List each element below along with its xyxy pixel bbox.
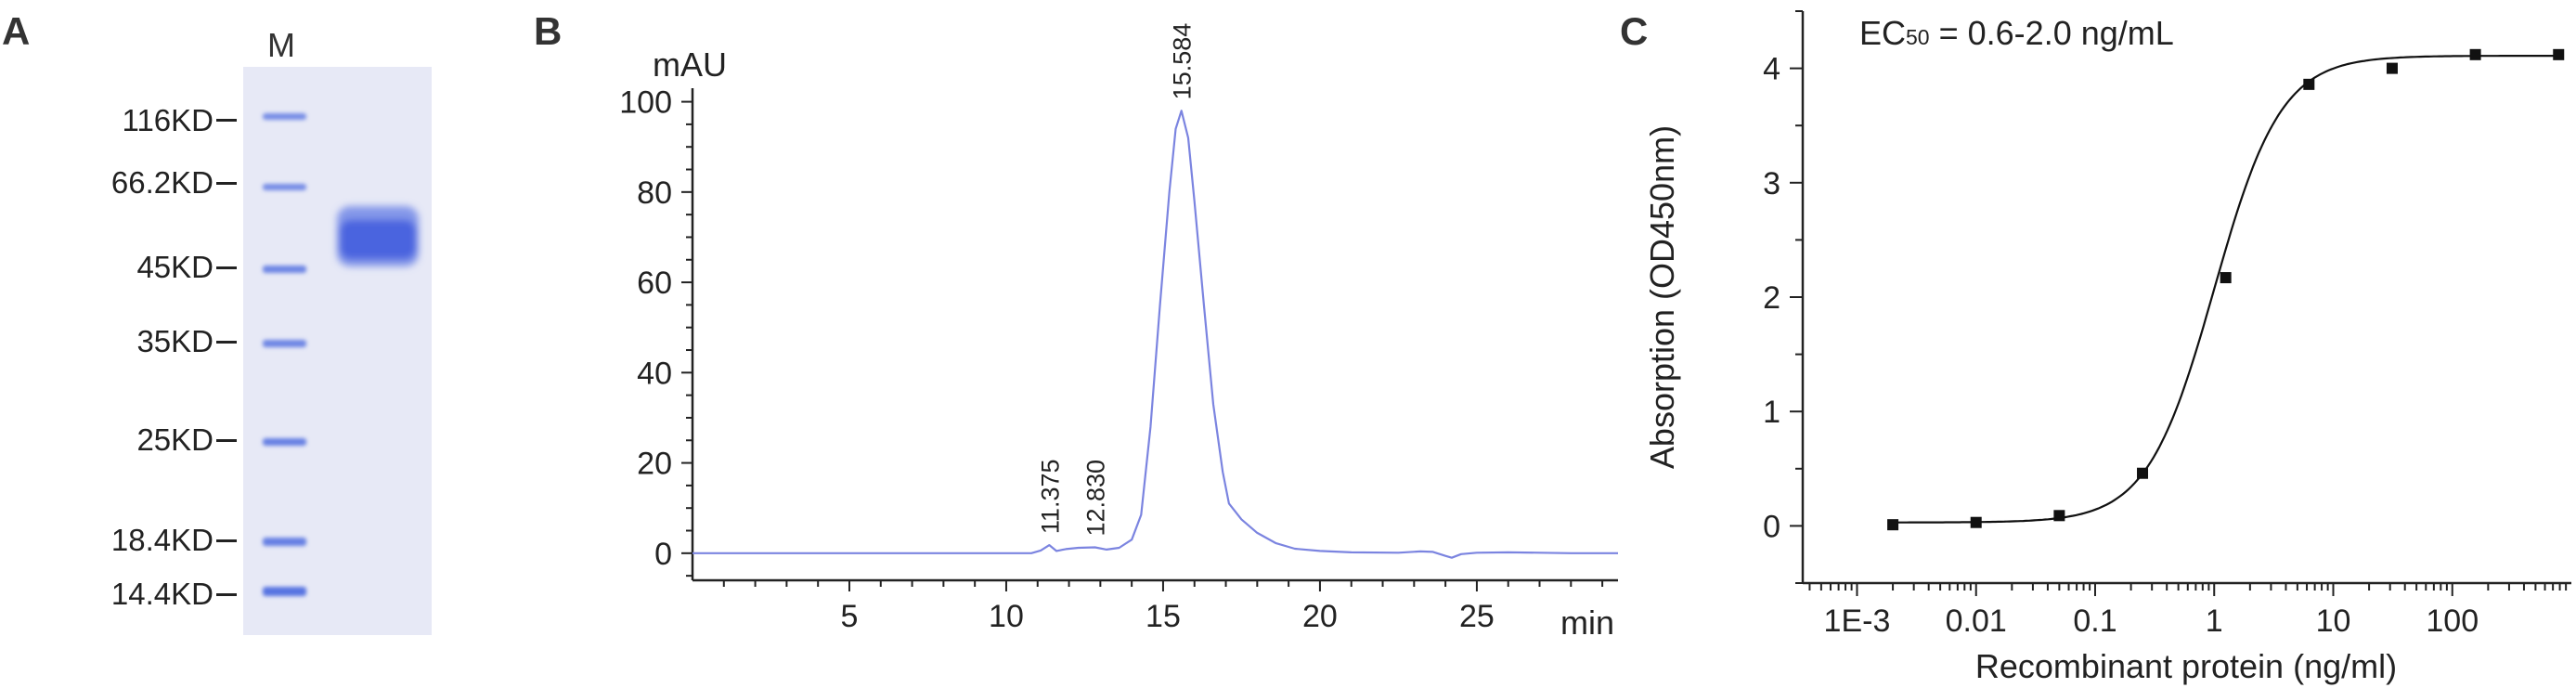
elisa-x-tick-label: 100 [2426, 604, 2479, 639]
hplc-trace-line [693, 110, 1618, 559]
hplc-x-tick-label: 10 [989, 599, 1024, 634]
panel-b-letter: B [534, 9, 563, 53]
marker-label-116: 116KD [122, 103, 214, 137]
marker-band-14 [263, 587, 306, 596]
hplc-peak-label: 11.375 [1036, 459, 1064, 534]
marker-label-35: 35KD [136, 324, 214, 358]
sample-band [337, 206, 419, 266]
marker-label-45: 45KD [136, 250, 214, 284]
elisa-data-point [2386, 62, 2398, 74]
gel-bands [263, 113, 419, 596]
hplc-x-tick-label: 20 [1302, 599, 1338, 634]
hplc-y-tick-label: 40 [637, 356, 672, 391]
gel-image [243, 67, 432, 635]
lane-m-label: M [267, 26, 295, 64]
elisa-x-tick-label: 1E-3 [1824, 604, 1891, 639]
hplc-y-tick-label: 60 [637, 266, 672, 301]
elisa-data-point [1887, 519, 1899, 531]
elisa-x-axis-label: Recombinant protein (ng/ml) [1975, 647, 2397, 685]
elisa-data-point [1970, 516, 1982, 528]
hplc-y-tick-label: 100 [619, 85, 672, 121]
marker-tick-45 [216, 266, 237, 269]
marker-band-66 [263, 184, 306, 190]
elisa-y-tick-label: 2 [1763, 280, 1780, 316]
elisa-chart: 0 1 2 3 4 1E-3 0.01 0.1 1 10 100 Recombinant protei… [1643, 10, 2571, 685]
panel-a-letter: A [2, 9, 31, 53]
hplc-peak-label: 12.830 [1082, 460, 1110, 537]
marker-tick-35 [216, 341, 237, 344]
hplc-y-tick-label: 80 [637, 175, 672, 211]
elisa-y-tick-label: 3 [1763, 166, 1780, 201]
elisa-x-tick-label: 0.1 [2073, 604, 2116, 639]
elisa-x-tick-label: 10 [2316, 604, 2351, 639]
hplc-peak-label: 15.584 [1169, 23, 1197, 100]
marker-tick-25 [216, 439, 237, 442]
hplc-y-axis-label: mAU [653, 45, 727, 84]
marker-band-18 [263, 538, 306, 546]
marker-tick-14 [216, 593, 237, 596]
hplc-chart: 0 20 40 60 80 100 5 10 15 20 25 mAU min 11.375 12.830 1… [619, 23, 1618, 642]
marker-tick-116 [216, 119, 237, 122]
marker-band-35 [263, 340, 306, 347]
elisa-y-tick-label: 1 [1763, 395, 1780, 430]
hplc-y-tick-label: 0 [654, 537, 672, 572]
hplc-x-tick-label: 15 [1146, 599, 1181, 634]
marker-band-45 [263, 266, 306, 273]
panel-c-letter: C [1620, 9, 1649, 53]
marker-tick-18 [216, 539, 237, 542]
hplc-x-tick-label: 25 [1459, 599, 1495, 634]
marker-label-18: 18.4KD [110, 523, 214, 557]
elisa-y-axis-label: Absorption (OD450nm) [1643, 125, 1681, 469]
marker-tick-66 [216, 182, 237, 185]
hplc-x-tick-label: 5 [841, 599, 859, 634]
elisa-x-tick-label: 1 [2206, 604, 2223, 639]
elisa-data-point [2303, 78, 2315, 90]
elisa-data-point [2469, 48, 2481, 60]
elisa-data-point [2137, 467, 2149, 479]
elisa-y-tick-label: 0 [1763, 509, 1780, 544]
elisa-data-point [2220, 272, 2232, 284]
elisa-fit-curve [1893, 55, 2559, 524]
elisa-x-tick-label: 0.01 [1946, 604, 2007, 639]
marker-bands [263, 113, 306, 596]
marker-label-66: 66.2KD [110, 165, 214, 200]
hplc-x-axis-label: min [1560, 604, 1614, 642]
elisa-data-point [2553, 48, 2565, 60]
marker-band-116 [263, 113, 306, 120]
elisa-title: EC50 = 0.6-2.0 ng/mL [1859, 14, 2174, 52]
marker-label-14: 14.4KD [110, 577, 214, 611]
hplc-y-tick-label: 20 [637, 447, 672, 482]
elisa-y-tick-label: 4 [1763, 52, 1780, 87]
marker-band-25 [263, 438, 306, 446]
elisa-data-point [2053, 510, 2065, 522]
marker-label-25: 25KD [136, 422, 214, 457]
